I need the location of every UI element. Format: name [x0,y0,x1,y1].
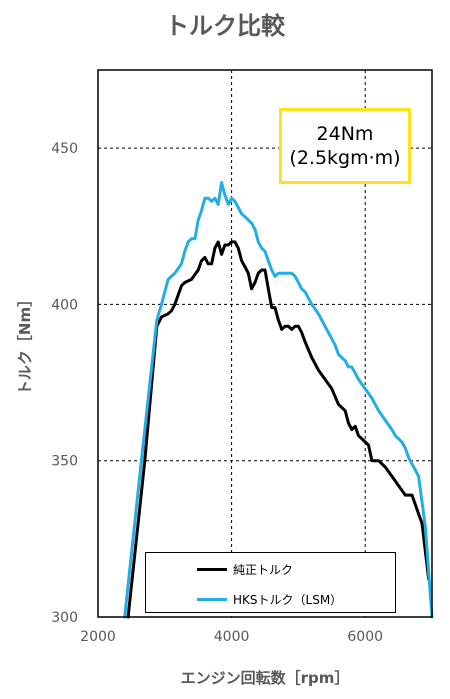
chart-title: トルク比較 [165,12,285,40]
stock-torque-line [126,240,431,619]
legend-swatch-hks [197,597,227,601]
y-tick-label: 450 [51,141,78,157]
x-tick-label: 4000 [214,629,250,645]
legend-entry-stock: 純正トルク [146,559,293,579]
annotation-line-1: 24Nm [316,123,374,145]
y-axis-label: トルク［Nm］ [16,292,34,395]
legend-swatch-stock [197,567,227,571]
torque-gain-annotation: 24Nm (2.5kgm·m) [279,108,411,184]
y-tick-label: 300 [51,610,78,626]
legend-label-stock: 純正トルク [233,562,294,577]
y-tick-label: 350 [51,454,78,470]
chart-legend: 純正トルク HKSトルク（LSM） [145,552,396,613]
legend-label-hks: HKSトルク（LSM） [233,592,343,607]
plot-area-frame [97,69,433,618]
legend-entry-hks: HKSトルク（LSM） [146,589,342,609]
x-axis-label: エンジン回転数［rpm］ [181,669,350,687]
y-tick-label: 400 [51,297,78,313]
x-tick-label: 6000 [347,629,383,645]
x-tick-label: 2000 [80,629,116,645]
annotation-line-2: (2.5kgm·m) [289,147,401,169]
hks-torque-line [123,181,434,619]
